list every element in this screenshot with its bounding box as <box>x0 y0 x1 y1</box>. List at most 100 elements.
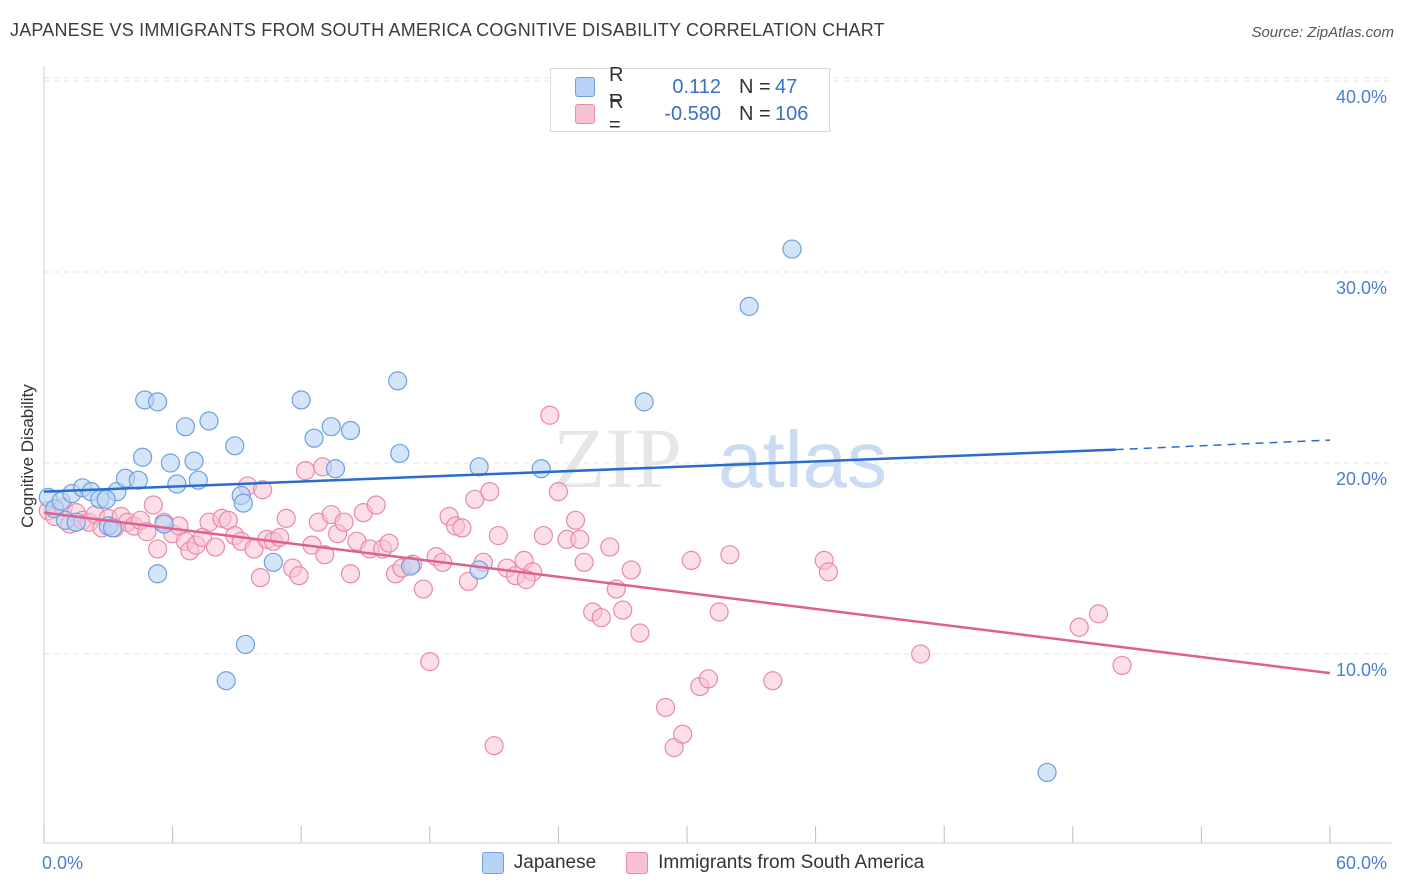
data-point-immigrants <box>413 579 433 599</box>
y-axis-label: Cognitive Disability <box>18 384 37 528</box>
series-immigrants-points <box>38 405 1132 758</box>
data-point-japanese <box>782 239 802 259</box>
trend-line-japanese-extension <box>1115 439 1331 451</box>
legend-item-immigrants[interactable]: Immigrants from South America <box>626 852 924 874</box>
data-point-immigrants <box>698 669 719 689</box>
data-point-japanese <box>531 459 551 479</box>
legend-item-japanese[interactable]: Japanese <box>481 852 596 874</box>
data-point-immigrants <box>366 495 386 515</box>
data-point-immigrants <box>452 518 472 538</box>
data-point-immigrants <box>295 461 316 481</box>
trend-line-immigrants <box>43 511 1331 675</box>
watermark-zip: ZIP <box>553 410 682 506</box>
data-point-japanese <box>390 443 410 464</box>
data-point-immigrants <box>655 697 676 718</box>
legend-label-immigrants: Immigrants from South America <box>658 852 925 873</box>
data-point-japanese <box>175 417 196 437</box>
data-point-immigrants <box>315 545 335 565</box>
data-point-japanese <box>160 453 181 473</box>
data-point-immigrants <box>570 529 590 550</box>
data-point-japanese <box>167 474 187 494</box>
data-point-japanese <box>304 428 324 448</box>
axes <box>43 66 1392 844</box>
data-point-immigrants <box>600 537 620 557</box>
data-point-japanese <box>739 296 759 316</box>
legend-r-label: R = <box>609 91 624 136</box>
data-point-immigrants <box>488 525 508 546</box>
data-point-japanese <box>340 420 361 441</box>
legend-swatch-japanese <box>575 77 595 97</box>
data-point-japanese <box>321 417 341 437</box>
data-point-immigrants <box>533 525 553 546</box>
data-point-immigrants <box>379 533 399 553</box>
data-point-immigrants <box>548 482 569 502</box>
data-point-immigrants <box>630 623 650 643</box>
data-point-japanese <box>263 552 283 572</box>
y-tick-label: 20.0% <box>1336 469 1388 489</box>
data-point-immigrants <box>420 652 440 672</box>
data-point-immigrants <box>709 602 729 622</box>
legend-r-label: R = <box>609 64 624 109</box>
legend-n-label: N = <box>739 102 771 125</box>
legend-n-label: N = <box>739 75 771 98</box>
legend-r-value: -0.580 <box>664 102 721 125</box>
data-point-japanese <box>325 459 346 479</box>
data-point-immigrants <box>673 724 693 744</box>
watermark: ZIP atlas <box>553 410 887 506</box>
data-point-japanese <box>216 671 236 691</box>
data-point-immigrants <box>205 537 226 557</box>
series-legend: Japanese Immigrants from South America <box>0 852 1406 874</box>
data-point-japanese <box>388 371 408 391</box>
y-tick-label: 30.0% <box>1336 278 1388 298</box>
trend-lines <box>43 439 1331 675</box>
data-point-immigrants <box>565 510 586 530</box>
legend-swatch-immigrants <box>626 852 649 874</box>
data-point-japanese <box>634 392 654 412</box>
x-axis-max-label: 60.0% <box>1336 853 1388 873</box>
data-point-japanese <box>96 489 116 509</box>
data-point-immigrants <box>340 564 361 584</box>
legend-r-value: 0.112 <box>672 75 721 98</box>
data-point-immigrants <box>147 539 168 559</box>
data-point-immigrants <box>621 560 641 580</box>
data-point-immigrants <box>334 512 354 532</box>
data-point-japanese <box>132 447 153 467</box>
data-point-japanese <box>291 390 311 410</box>
data-point-immigrants <box>763 671 783 691</box>
y-tick-label: 40.0% <box>1336 87 1388 107</box>
data-point-immigrants <box>613 600 633 620</box>
legend-n-value: 106 <box>775 102 809 125</box>
data-point-japanese <box>147 392 168 412</box>
data-point-immigrants <box>289 566 309 586</box>
legend-swatch-japanese <box>481 852 504 874</box>
data-point-japanese <box>233 493 253 513</box>
data-point-immigrants <box>250 567 271 588</box>
data-point-japanese <box>1037 762 1057 783</box>
series-japanese-points <box>38 239 1057 783</box>
data-point-japanese <box>199 411 219 431</box>
legend-swatch-immigrants <box>575 104 595 124</box>
data-point-japanese <box>154 514 174 534</box>
data-point-japanese <box>225 436 245 456</box>
data-point-immigrants <box>516 569 536 590</box>
chart-title: JAPANESE VS IMMIGRANTS FROM SOUTH AMERIC… <box>10 20 885 40</box>
data-point-immigrants <box>911 644 931 664</box>
data-point-immigrants <box>818 562 839 582</box>
data-point-immigrants <box>681 550 701 571</box>
legend-row-japanese: R = 0.112 N = 47 <box>575 64 811 109</box>
source-label: Source: ZipAtlas.com <box>1251 24 1394 41</box>
data-point-japanese <box>184 451 204 471</box>
data-point-immigrants <box>1112 655 1132 676</box>
legend-n-value: 47 <box>775 75 798 98</box>
data-point-immigrants <box>253 480 273 500</box>
y-tick-label: 10.0% <box>1336 660 1388 680</box>
data-point-japanese <box>102 518 123 538</box>
data-point-immigrants <box>664 737 684 758</box>
data-point-immigrants <box>465 489 485 509</box>
legend-row-immigrants: R = -0.580 N = 106 <box>575 91 811 136</box>
data-point-immigrants <box>1069 617 1089 637</box>
data-point-japanese <box>469 560 489 580</box>
data-point-immigrants <box>484 736 504 756</box>
data-point-japanese <box>147 564 168 584</box>
